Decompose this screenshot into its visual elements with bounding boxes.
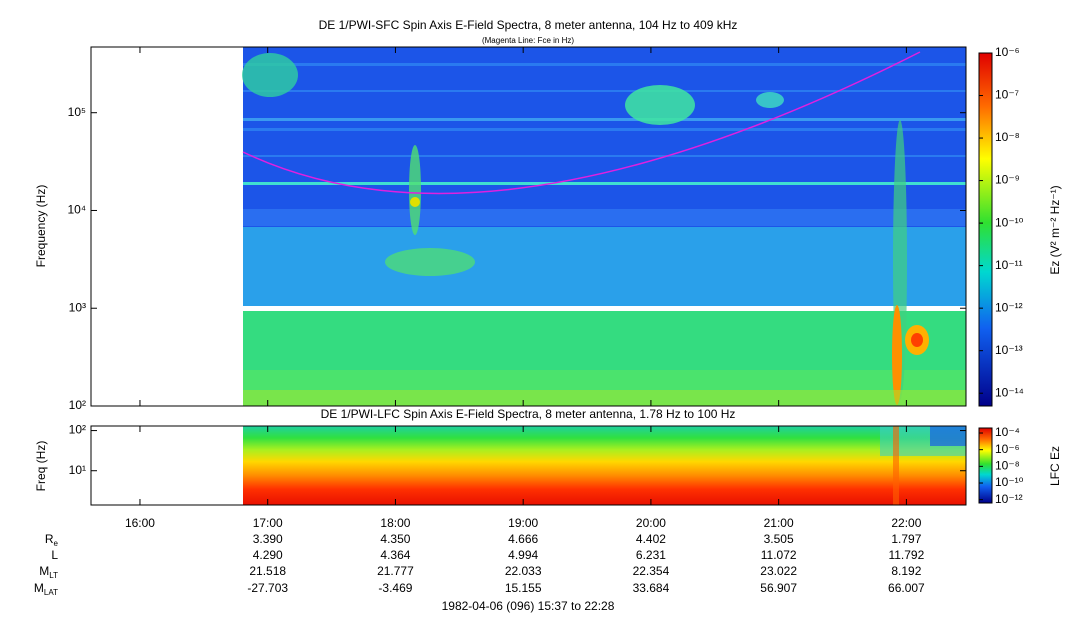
x-tick-label: 20:00 (636, 516, 666, 530)
colorbar-tick-label: 10⁻¹² (995, 300, 1023, 314)
ephemeris-value: 22.354 (633, 564, 670, 578)
ephemeris-value: 33.684 (633, 581, 670, 595)
lfc-title: DE 1/PWI-LFC Spin Axis E-Field Spectra, … (321, 407, 736, 421)
ephemeris-value: 4.994 (508, 548, 538, 562)
ephemeris-subscript: LAT (44, 588, 58, 597)
y-tick-label: 10³ (69, 300, 86, 314)
ephemeris-name: M (39, 564, 49, 578)
colorbar-tick-label: 10⁻¹⁴ (995, 385, 1024, 399)
ephemeris-label: MLT (39, 564, 58, 580)
x-tick-label: 19:00 (508, 516, 538, 530)
sfc-title: DE 1/PWI-SFC Spin Axis E-Field Spectra, … (319, 18, 738, 32)
lfc-y-label: Freq (Hz) (34, 441, 48, 492)
ephemeris-value: 3.390 (253, 532, 283, 546)
ephemeris-value: 3.505 (764, 532, 794, 546)
ephemeris-value: 56.907 (760, 581, 797, 595)
ephemeris-value: 21.518 (249, 564, 286, 578)
sfc-spectrogram (242, 47, 966, 406)
colorbar-tick-label: 10⁻⁶ (995, 442, 1020, 456)
y-tick-label: 10² (69, 423, 86, 437)
sfc-y-label: Frequency (Hz) (34, 185, 48, 268)
ephemeris-label: MLAT (34, 581, 58, 597)
ephemeris-label: Re (45, 532, 59, 548)
ephemeris-subscript: LT (49, 571, 58, 580)
ephemeris-value: 6.231 (636, 548, 666, 562)
ephemeris-value: 4.364 (380, 548, 410, 562)
ephemeris-value: 15.155 (505, 581, 542, 595)
ephemeris-value: 11.072 (761, 548, 797, 562)
colorbar-tick-label: 10⁻⁸ (995, 130, 1020, 144)
y-tick-label: 10¹ (69, 463, 86, 477)
ephemeris-name: R (45, 532, 54, 546)
lfc-colorbar-label: LFC Ez (1048, 446, 1062, 486)
sfc-subtitle: (Magenta Line: Fce in Hz) (482, 36, 574, 45)
ephemeris-value: -27.703 (247, 581, 288, 595)
colorbar-tick-label: 10⁻¹⁰ (995, 475, 1024, 489)
colorbar-tick-label: 10⁻⁷ (995, 88, 1019, 102)
x-tick-label: 16:00 (125, 516, 155, 530)
x-tick-label: 17:00 (253, 516, 283, 530)
footer: 1982-04-06 (096) 15:37 to 22:28 (442, 599, 615, 613)
ephemeris-value: 4.402 (636, 532, 666, 546)
colorbar-tick-label: 10⁻⁴ (995, 425, 1020, 439)
ephemeris-value: 21.777 (377, 564, 414, 578)
ephemeris-value: 8.192 (891, 564, 921, 578)
ephemeris-value: 4.666 (508, 532, 538, 546)
colorbar-tick-label: 10⁻⁸ (995, 459, 1020, 473)
x-tick-label: 22:00 (891, 516, 921, 530)
colorbar-tick-label: 10⁻⁶ (995, 45, 1020, 59)
ephemeris-name: M (34, 581, 44, 595)
ephemeris-value: 4.350 (380, 532, 410, 546)
ephemeris-value: 11.792 (888, 548, 924, 562)
y-tick-label: 10⁵ (68, 105, 86, 119)
y-tick-label: 10⁴ (67, 203, 86, 217)
x-tick-label: 21:00 (764, 516, 794, 530)
ephemeris-value: -3.469 (378, 581, 412, 595)
colorbar-tick-label: 10⁻¹² (995, 492, 1023, 506)
ephemeris-name: L (51, 548, 58, 562)
ephemeris-value: 4.290 (253, 548, 283, 562)
frames (90, 46, 993, 506)
colorbar-tick-label: 10⁻¹³ (995, 343, 1023, 357)
x-tick-label: 18:00 (380, 516, 410, 530)
ephemeris-value: 1.797 (891, 532, 921, 546)
ephemeris-value: 22.033 (505, 564, 542, 578)
ephemeris-value: 23.022 (760, 564, 797, 578)
sfc-colorbar-label: Ez (V² m⁻² Hz⁻¹) (1048, 185, 1062, 274)
colorbar-tick-label: 10⁻¹¹ (995, 258, 1023, 272)
ephemeris-label: L (51, 548, 58, 562)
colorbar-tick-label: 10⁻⁹ (995, 173, 1020, 187)
colorbar-tick-label: 10⁻¹⁰ (995, 215, 1024, 229)
ephemeris-value: 66.007 (888, 581, 925, 595)
lfc-spectrogram (243, 426, 966, 505)
y-tick-label: 10² (69, 398, 86, 412)
ephemeris-subscript: e (54, 539, 59, 548)
